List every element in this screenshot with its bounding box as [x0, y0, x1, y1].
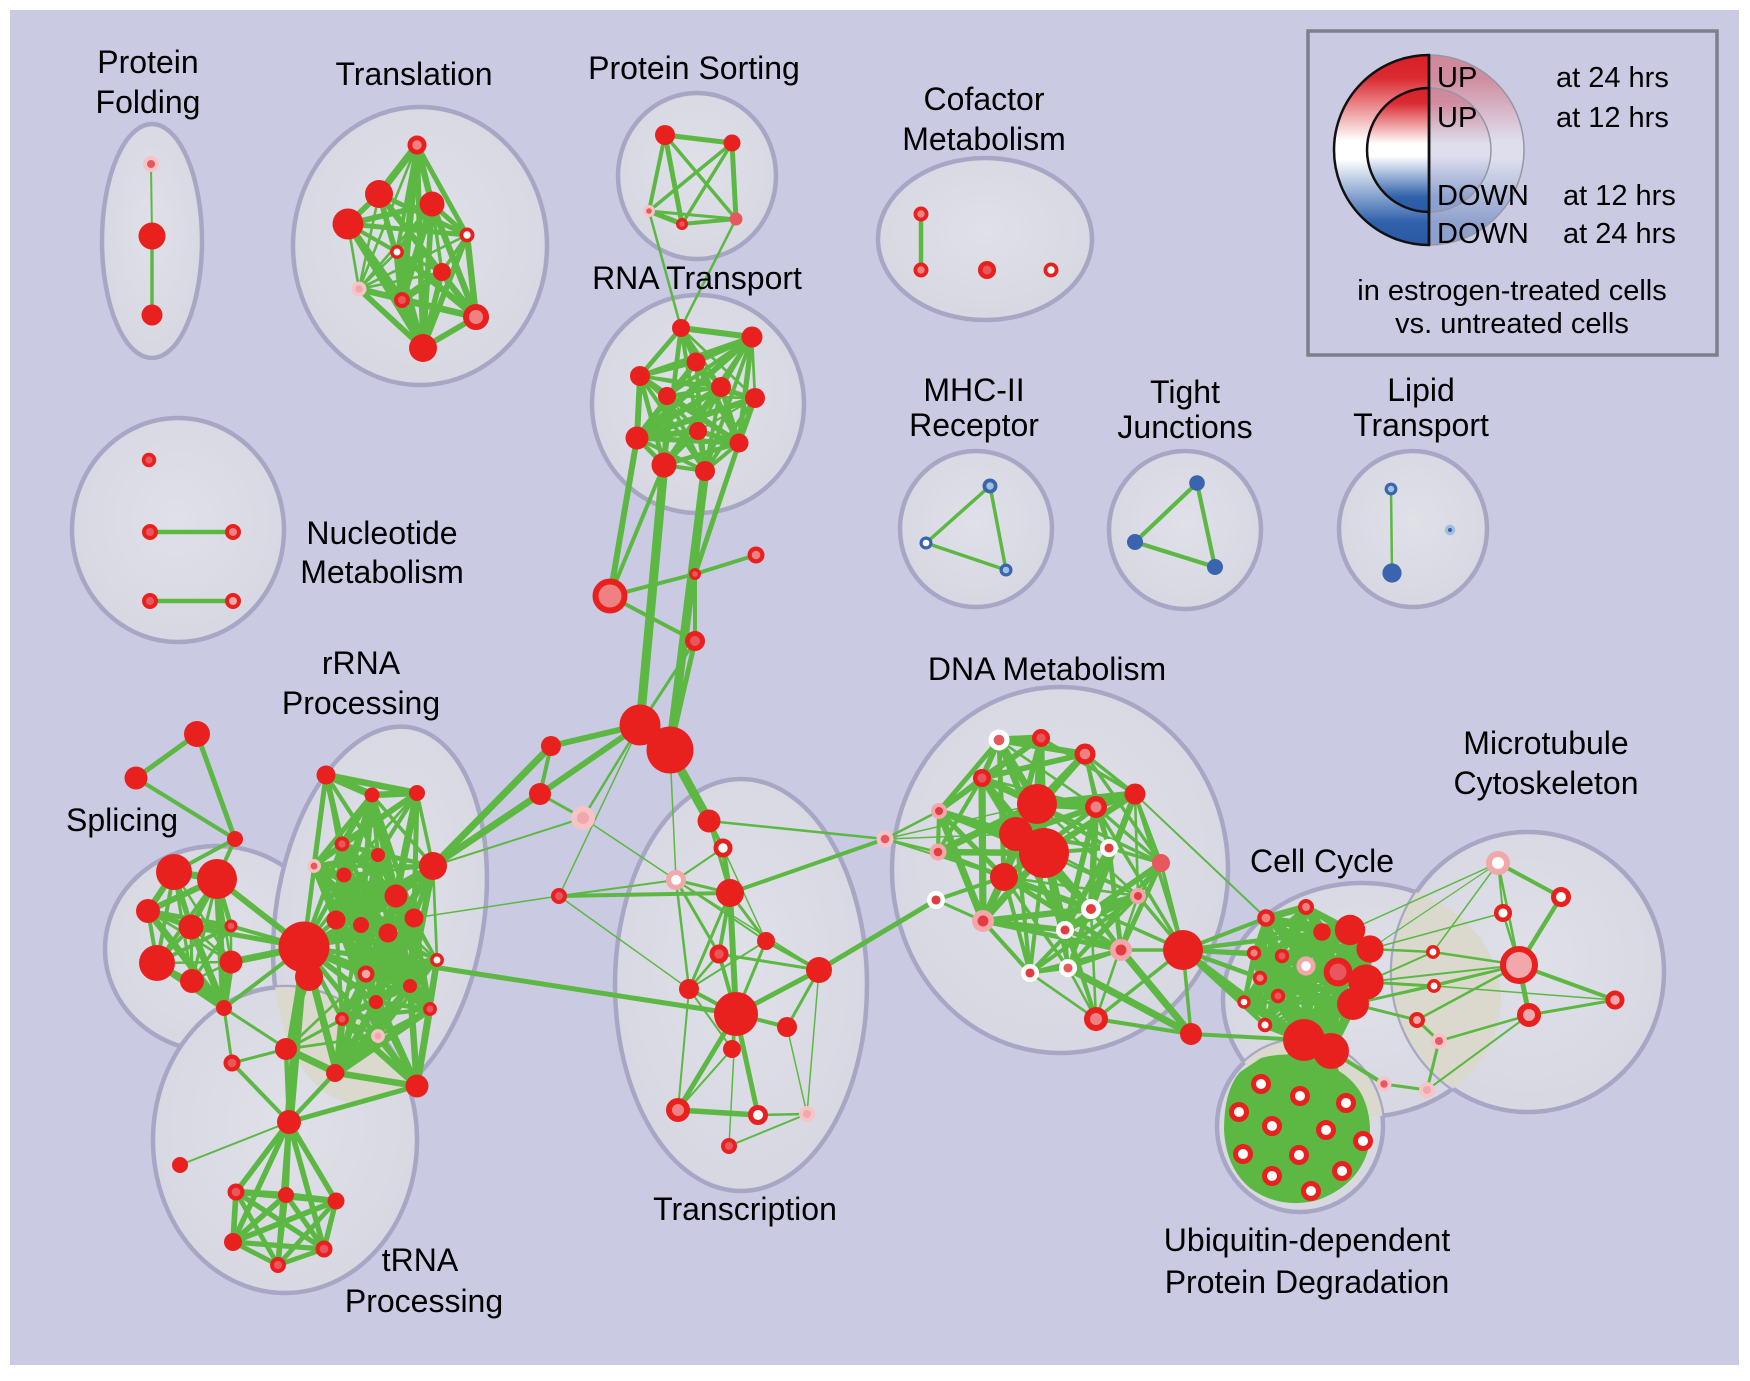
svg-text:Protein Degradation: Protein Degradation: [1165, 1264, 1450, 1300]
svg-text:in estrogen-treated cells: in estrogen-treated cells: [1357, 275, 1667, 307]
svg-text:Cell Cycle: Cell Cycle: [1250, 843, 1394, 879]
svg-text:DOWN: DOWN: [1437, 180, 1529, 212]
svg-text:Translation: Translation: [335, 56, 492, 92]
svg-text:Cytoskeleton: Cytoskeleton: [1454, 765, 1639, 801]
svg-text:Splicing: Splicing: [66, 802, 178, 838]
svg-text:Metabolism: Metabolism: [902, 121, 1066, 157]
svg-text:Processing: Processing: [345, 1283, 503, 1319]
svg-text:UP: UP: [1437, 62, 1477, 94]
svg-text:Transport: Transport: [1353, 407, 1489, 443]
svg-text:DOWN: DOWN: [1437, 218, 1529, 250]
svg-text:at 24 hrs: at 24 hrs: [1556, 62, 1669, 94]
svg-text:RNA Transport: RNA Transport: [592, 260, 802, 296]
svg-text:at 12 hrs: at 12 hrs: [1556, 102, 1669, 134]
svg-text:tRNA: tRNA: [382, 1242, 459, 1278]
svg-text:Ubiquitin-dependent: Ubiquitin-dependent: [1164, 1222, 1451, 1258]
svg-text:Metabolism: Metabolism: [300, 554, 464, 590]
svg-text:at 12 hrs: at 12 hrs: [1563, 180, 1676, 212]
svg-text:DNA Metabolism: DNA Metabolism: [928, 651, 1166, 687]
svg-text:Processing: Processing: [282, 685, 440, 721]
svg-text:Cofactor: Cofactor: [924, 81, 1045, 117]
svg-text:MHC-II: MHC-II: [923, 372, 1024, 408]
svg-text:Transcription: Transcription: [653, 1191, 837, 1227]
svg-text:at 24 hrs: at 24 hrs: [1563, 218, 1676, 250]
svg-text:Junctions: Junctions: [1117, 409, 1252, 445]
svg-text:Folding: Folding: [96, 84, 201, 120]
svg-text:vs. untreated cells: vs. untreated cells: [1395, 308, 1629, 340]
svg-text:Receptor: Receptor: [909, 407, 1039, 443]
svg-text:Tight: Tight: [1150, 374, 1220, 410]
svg-text:Nucleotide: Nucleotide: [306, 515, 457, 551]
svg-text:Microtubule: Microtubule: [1463, 725, 1628, 761]
svg-text:UP: UP: [1437, 102, 1477, 134]
svg-text:rRNA: rRNA: [322, 645, 401, 681]
svg-text:Protein Sorting: Protein Sorting: [588, 50, 800, 86]
svg-text:Protein: Protein: [97, 44, 198, 80]
svg-text:Lipid: Lipid: [1387, 372, 1455, 408]
